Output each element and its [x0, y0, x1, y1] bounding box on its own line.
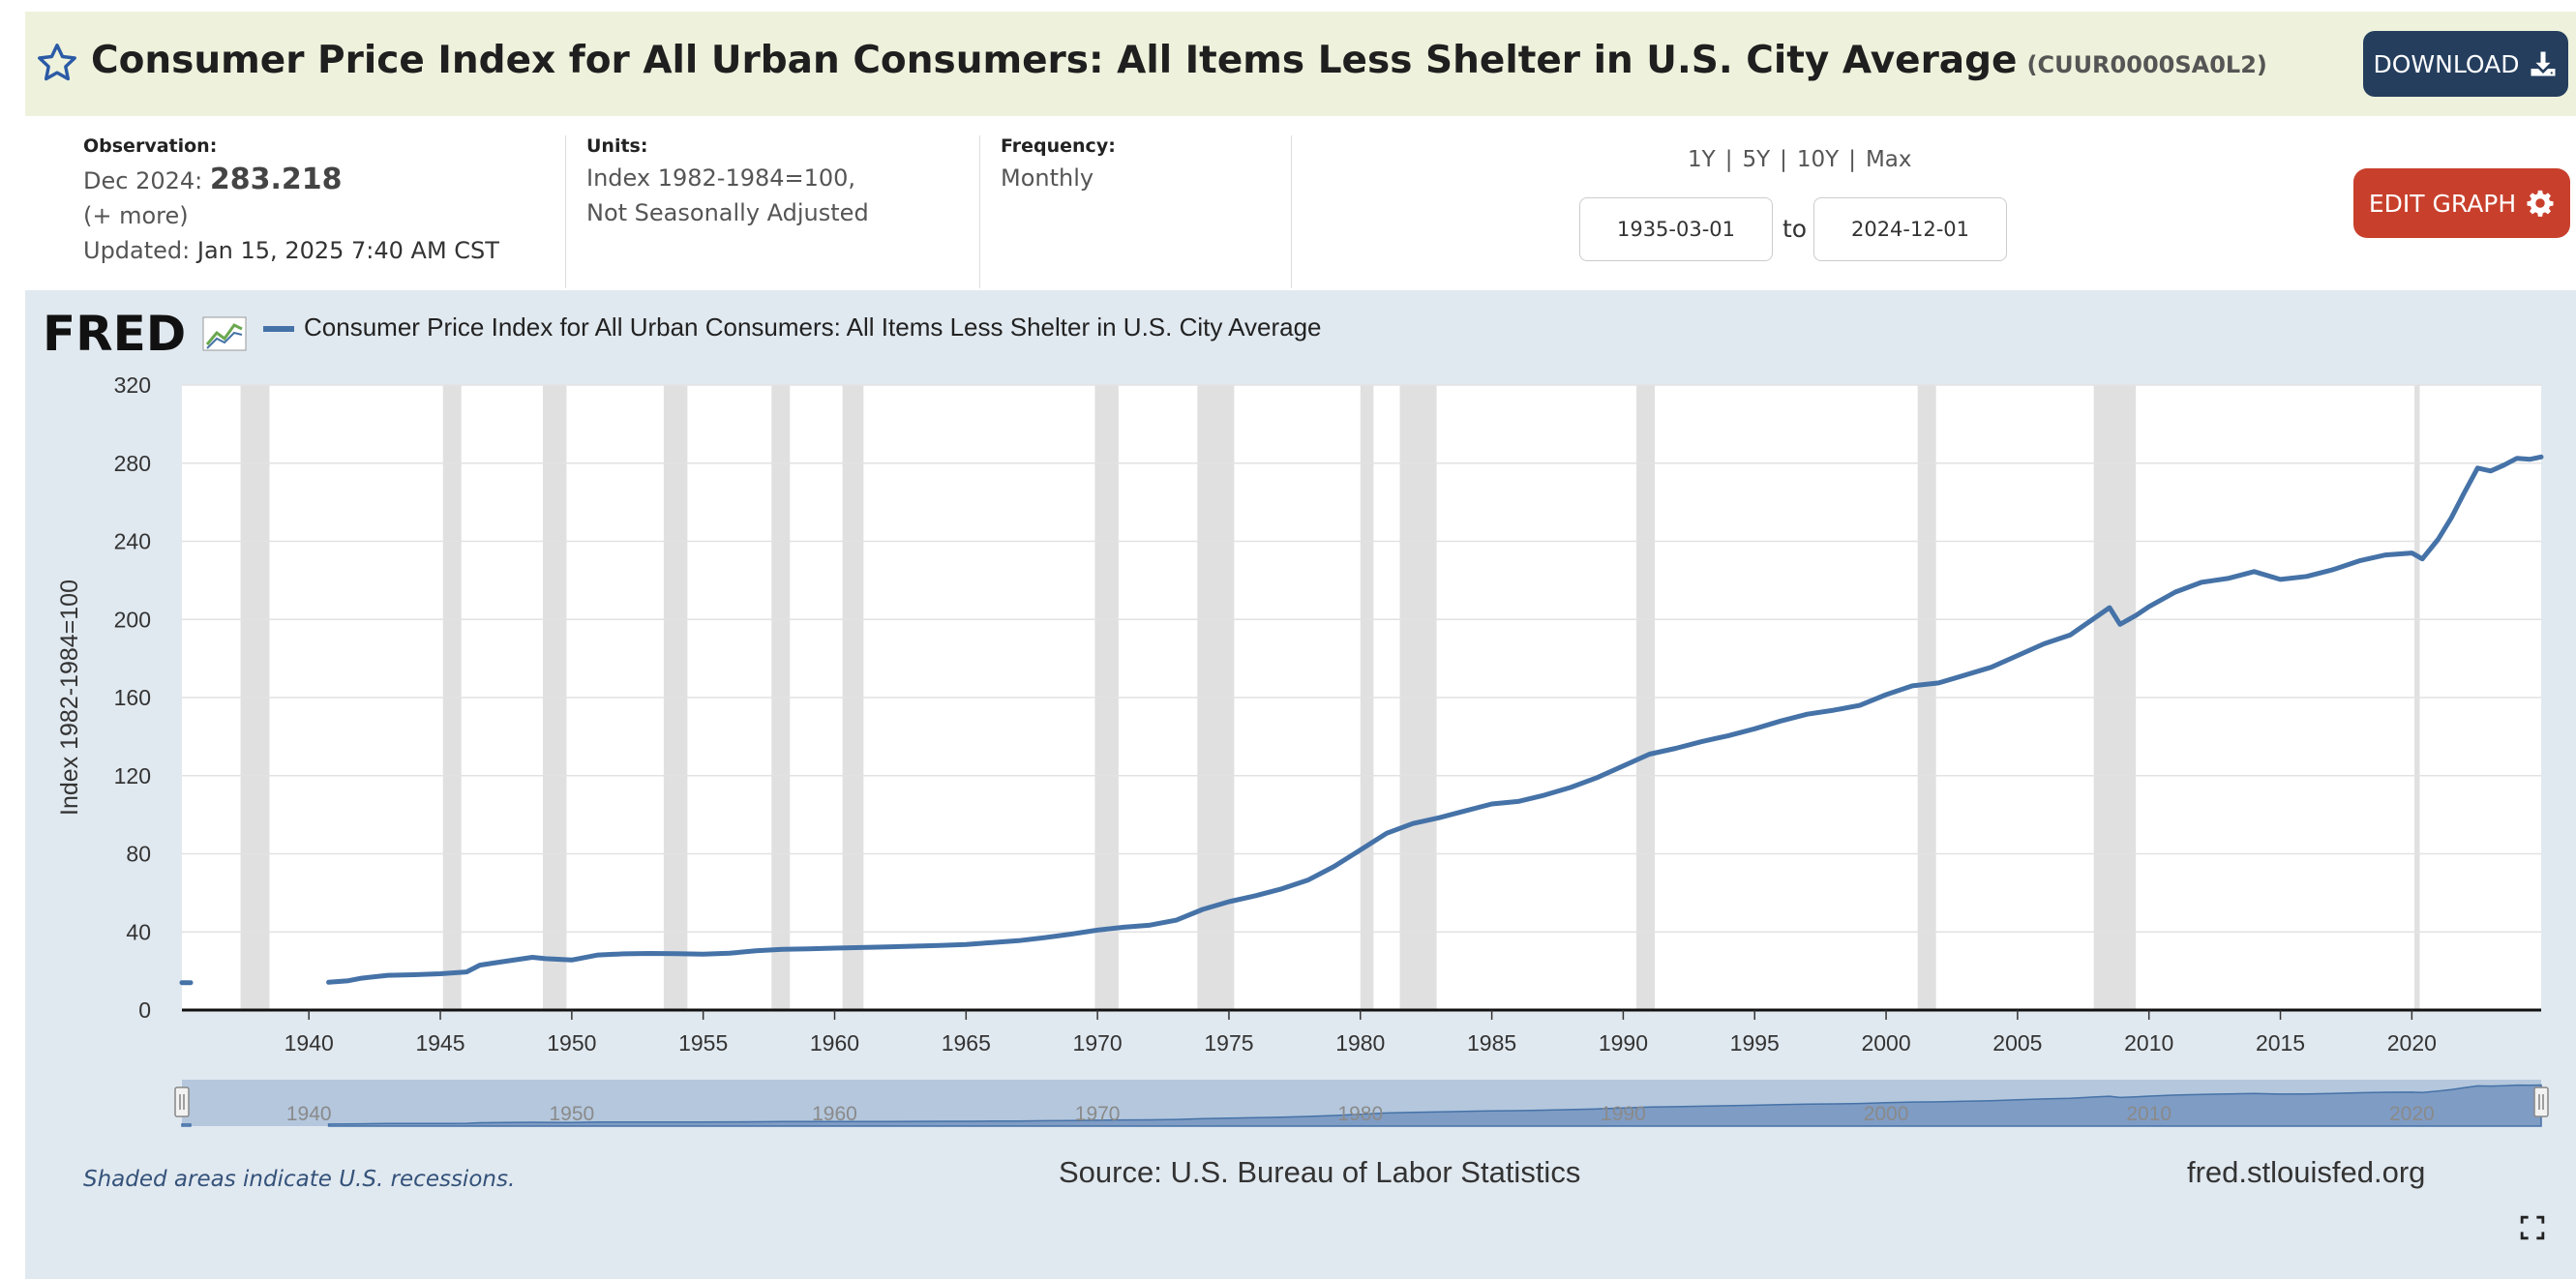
y-tick-label: 320	[114, 372, 151, 398]
x-tick-label: 1995	[1730, 1030, 1780, 1056]
frequency-label: Frequency:	[1001, 135, 1116, 157]
range-separator: |	[1848, 147, 1856, 172]
y-tick-label: 40	[126, 919, 151, 944]
navigator-tick-label: 1950	[549, 1103, 594, 1125]
x-tick-label: 2020	[2387, 1030, 2437, 1056]
y-axis-label: Index 1982-1984=100	[56, 580, 83, 816]
frequency-block: Frequency: Monthly	[1001, 135, 1116, 195]
navigator-series	[181, 1123, 192, 1127]
edit-graph-label: EDIT GRAPH	[2368, 189, 2517, 218]
range-navigator[interactable]: 1940 1950 1960 1970 1980 1990 2000 2010 2020	[174, 1080, 2549, 1127]
x-tick-label: 2005	[1992, 1030, 2042, 1056]
x-tick-label: 1945	[415, 1030, 464, 1056]
range-10y-link[interactable]: 10Y	[1796, 147, 1840, 172]
units-label: Units:	[586, 135, 648, 157]
navigator-tick-label: 2020	[2389, 1103, 2435, 1125]
download-button[interactable]: DOWNLOAD	[2363, 31, 2568, 97]
recession-note: Shaded areas indicate U.S. recessions.	[83, 1167, 516, 1192]
y-tick-label: 80	[126, 842, 151, 867]
download-label: DOWNLOAD	[2373, 49, 2520, 78]
legend-label: Consumer Price Index for All Urban Consu…	[304, 312, 1322, 342]
navigator-tick-label: 1980	[1337, 1103, 1383, 1125]
frequency-value: Monthly	[1001, 164, 1094, 192]
navigator-tick-label: 1960	[812, 1103, 857, 1125]
range-max-link[interactable]: Max	[1865, 147, 1912, 172]
star-icon[interactable]	[35, 41, 79, 85]
units-line1: Index 1982-1984=100,	[586, 164, 856, 192]
y-tick-label: 0	[138, 997, 151, 1023]
range-separator: |	[1724, 147, 1733, 172]
x-tick-label: 1950	[547, 1030, 596, 1056]
navigator-handle[interactable]	[2533, 1086, 2549, 1117]
units-block: Units: Index 1982-1984=100, Not Seasonal…	[586, 135, 869, 230]
y-tick-label: 240	[114, 529, 151, 554]
page-title: Consumer Price Index for All Urban Consu…	[91, 39, 2267, 82]
navigator-tick-label: 1990	[1601, 1103, 1646, 1125]
range-separator: |	[1780, 147, 1787, 172]
series-line	[326, 454, 2544, 985]
source-text: Source: U.S. Bureau of Labor Statistics	[1059, 1155, 1581, 1189]
y-tick-label: 280	[114, 451, 151, 476]
more-link[interactable]: (+ more)	[83, 202, 189, 229]
divider	[979, 135, 980, 288]
observation-date: Dec 2024:	[83, 167, 203, 194]
x-tick-label: 1940	[285, 1030, 334, 1056]
x-tick-label: 1965	[942, 1030, 991, 1056]
x-tick-label: 2010	[2124, 1030, 2173, 1056]
title-bar: Consumer Price Index for All Urban Consu…	[25, 12, 2576, 116]
fullscreen-icon[interactable]	[2520, 1215, 2545, 1240]
y-tick-label: 160	[114, 685, 151, 710]
navigator-tick-label: 1940	[286, 1103, 332, 1125]
site-link[interactable]: fred.stlouisfed.org	[2187, 1155, 2426, 1189]
end-date-input[interactable]	[1813, 197, 2007, 261]
x-tick-label: 1955	[678, 1030, 728, 1056]
navigator-series	[327, 1084, 2542, 1127]
divider	[1291, 135, 1292, 288]
x-tick-label: 1990	[1599, 1030, 1648, 1056]
fred-logo-graphic: FRED	[43, 306, 247, 362]
range-1y-link[interactable]: 1Y	[1688, 147, 1716, 172]
x-tick-label: 1985	[1467, 1030, 1516, 1056]
series-id: (CUUR0000SA0L2)	[2026, 51, 2267, 78]
updated-value: Jan 15, 2025 7:40 AM CST	[196, 237, 499, 264]
svg-text:FRED: FRED	[43, 306, 186, 358]
x-tick-label: 1970	[1073, 1030, 1123, 1056]
gear-icon	[2527, 190, 2554, 217]
navigator-handle[interactable]	[174, 1086, 190, 1117]
divider	[565, 135, 566, 288]
navigator-tick-label: 2000	[1864, 1103, 1909, 1125]
legend-swatch	[263, 326, 294, 332]
x-tick-label: 2015	[2256, 1030, 2305, 1056]
range-links: 1Y | 5Y | 10Y | Max	[1688, 147, 1912, 172]
navigator-tick-label: 1970	[1075, 1103, 1121, 1125]
y-tick-label: 200	[114, 607, 151, 632]
x-tick-label: 2000	[1861, 1030, 1910, 1056]
fred-logo[interactable]: FRED	[43, 306, 255, 362]
range-5y-link[interactable]: 5Y	[1742, 147, 1771, 172]
navigator-tick-label: 2010	[2126, 1103, 2172, 1125]
download-icon	[2531, 51, 2556, 76]
units-line2: Not Seasonally Adjusted	[586, 199, 869, 226]
observation-block: Observation: Dec 2024: 283.218 (+ more) …	[83, 135, 499, 268]
updated-label: Updated:	[83, 237, 191, 264]
observation-value: 283.218	[209, 163, 343, 196]
to-label: to	[1782, 215, 1808, 243]
x-tick-label: 1975	[1204, 1030, 1253, 1056]
observation-label: Observation:	[83, 135, 218, 157]
series-title-text: Consumer Price Index for All Urban Consu…	[91, 39, 2018, 82]
y-tick-label: 120	[114, 763, 151, 788]
x-tick-label: 1960	[810, 1030, 859, 1056]
edit-graph-button[interactable]: EDIT GRAPH	[2353, 168, 2570, 238]
x-tick-label: 1980	[1335, 1030, 1385, 1056]
start-date-input[interactable]	[1579, 197, 1773, 261]
